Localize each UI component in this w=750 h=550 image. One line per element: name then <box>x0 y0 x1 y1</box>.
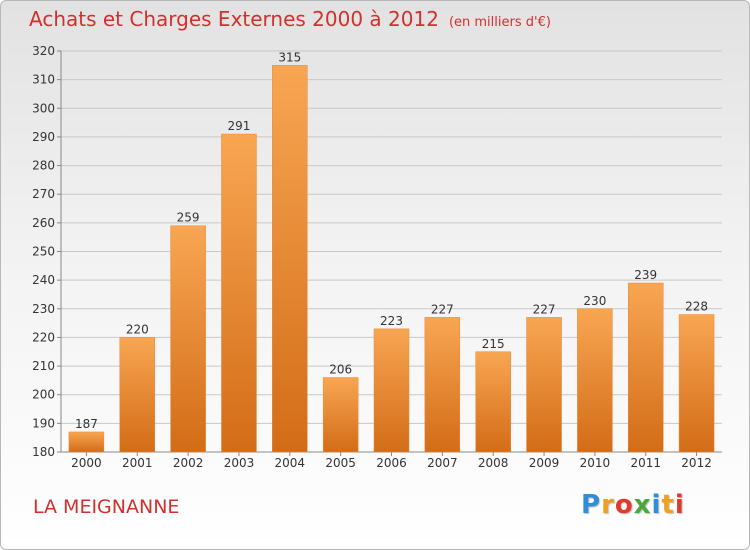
commune-name: LA MEIGNANNE <box>33 496 180 518</box>
bar-2002 <box>170 225 206 453</box>
y-tick-label: 220 <box>32 330 55 344</box>
bars <box>68 65 715 453</box>
y-tick-label: 270 <box>32 187 55 201</box>
x-tick-label: 2008 <box>478 456 509 470</box>
data-label: 223 <box>380 314 403 328</box>
y-tick-label: 190 <box>32 416 55 430</box>
y-tick-label: 260 <box>32 216 55 230</box>
bar-2003 <box>221 133 257 453</box>
data-label: 227 <box>431 302 454 316</box>
chart-unit-note: (en milliers d'€) <box>448 15 551 30</box>
x-tick-label: 2006 <box>376 456 407 470</box>
logo-letter: r <box>601 490 615 520</box>
chart-title-text: Achats et Charges Externes 2000 à 2012 <box>29 7 439 31</box>
x-tick-label: 2002 <box>173 456 204 470</box>
bar-2009 <box>526 317 562 453</box>
bar-2001 <box>119 337 156 453</box>
data-label: 228 <box>685 300 708 314</box>
x-tick-label: 2011 <box>630 456 661 470</box>
x-tick-label: 2005 <box>325 456 356 470</box>
logo-letter: P <box>581 490 602 520</box>
x-tick-label: 2000 <box>71 456 102 470</box>
logo-letter: i <box>674 490 685 520</box>
logo-letter: o <box>614 490 634 520</box>
y-tick-label: 280 <box>32 159 55 173</box>
x-tick-label: 2007 <box>427 456 458 470</box>
data-label: 315 <box>278 50 301 64</box>
y-tick-label: 210 <box>32 359 55 373</box>
y-tick-label: 230 <box>32 302 55 316</box>
data-label: 206 <box>329 363 352 377</box>
bar-2004 <box>272 65 308 453</box>
y-tick-label: 320 <box>32 44 55 58</box>
y-tick-label: 200 <box>32 388 55 402</box>
logo-letter: i <box>651 490 662 520</box>
x-tick-label: 2009 <box>529 456 560 470</box>
logo-letter: t <box>661 490 675 520</box>
x-tick-label: 2004 <box>275 456 306 470</box>
data-label: 220 <box>126 322 149 336</box>
data-label: 227 <box>533 302 556 316</box>
bar-2008 <box>475 351 511 453</box>
bar-2006 <box>373 328 410 453</box>
x-tick-label: 2001 <box>122 456 153 470</box>
y-tick-label: 240 <box>32 273 55 287</box>
data-label: 187 <box>75 417 98 431</box>
x-tick-label: 2010 <box>580 456 611 470</box>
bar-2000 <box>68 431 105 453</box>
labels: 180 190 200 210 220 230 240 250 260 270 280 290 300 3… <box>32 44 712 470</box>
logo-letter: x <box>633 490 652 520</box>
bar-2010 <box>577 308 613 453</box>
y-tick-label: 180 <box>32 445 55 459</box>
x-tick-label: 2003 <box>224 456 255 470</box>
data-label: 291 <box>228 119 251 133</box>
x-tick-label: 2012 <box>681 456 712 470</box>
data-label: 259 <box>177 211 200 225</box>
proxiti-logo: Proxiti <box>581 490 685 520</box>
y-tick-label: 300 <box>32 101 55 115</box>
bar-2011 <box>627 282 664 453</box>
data-label: 239 <box>634 268 657 282</box>
chart-title: Achats et Charges Externes 2000 à 2012 (e… <box>29 7 551 31</box>
y-tick-label: 250 <box>32 245 55 259</box>
y-tick-label: 310 <box>32 73 55 87</box>
bar-2005 <box>322 377 359 453</box>
data-label: 230 <box>583 294 606 308</box>
bar-2012 <box>678 314 715 453</box>
bar-2007 <box>424 317 461 453</box>
y-tick-label: 290 <box>32 130 55 144</box>
data-label: 215 <box>482 337 505 351</box>
